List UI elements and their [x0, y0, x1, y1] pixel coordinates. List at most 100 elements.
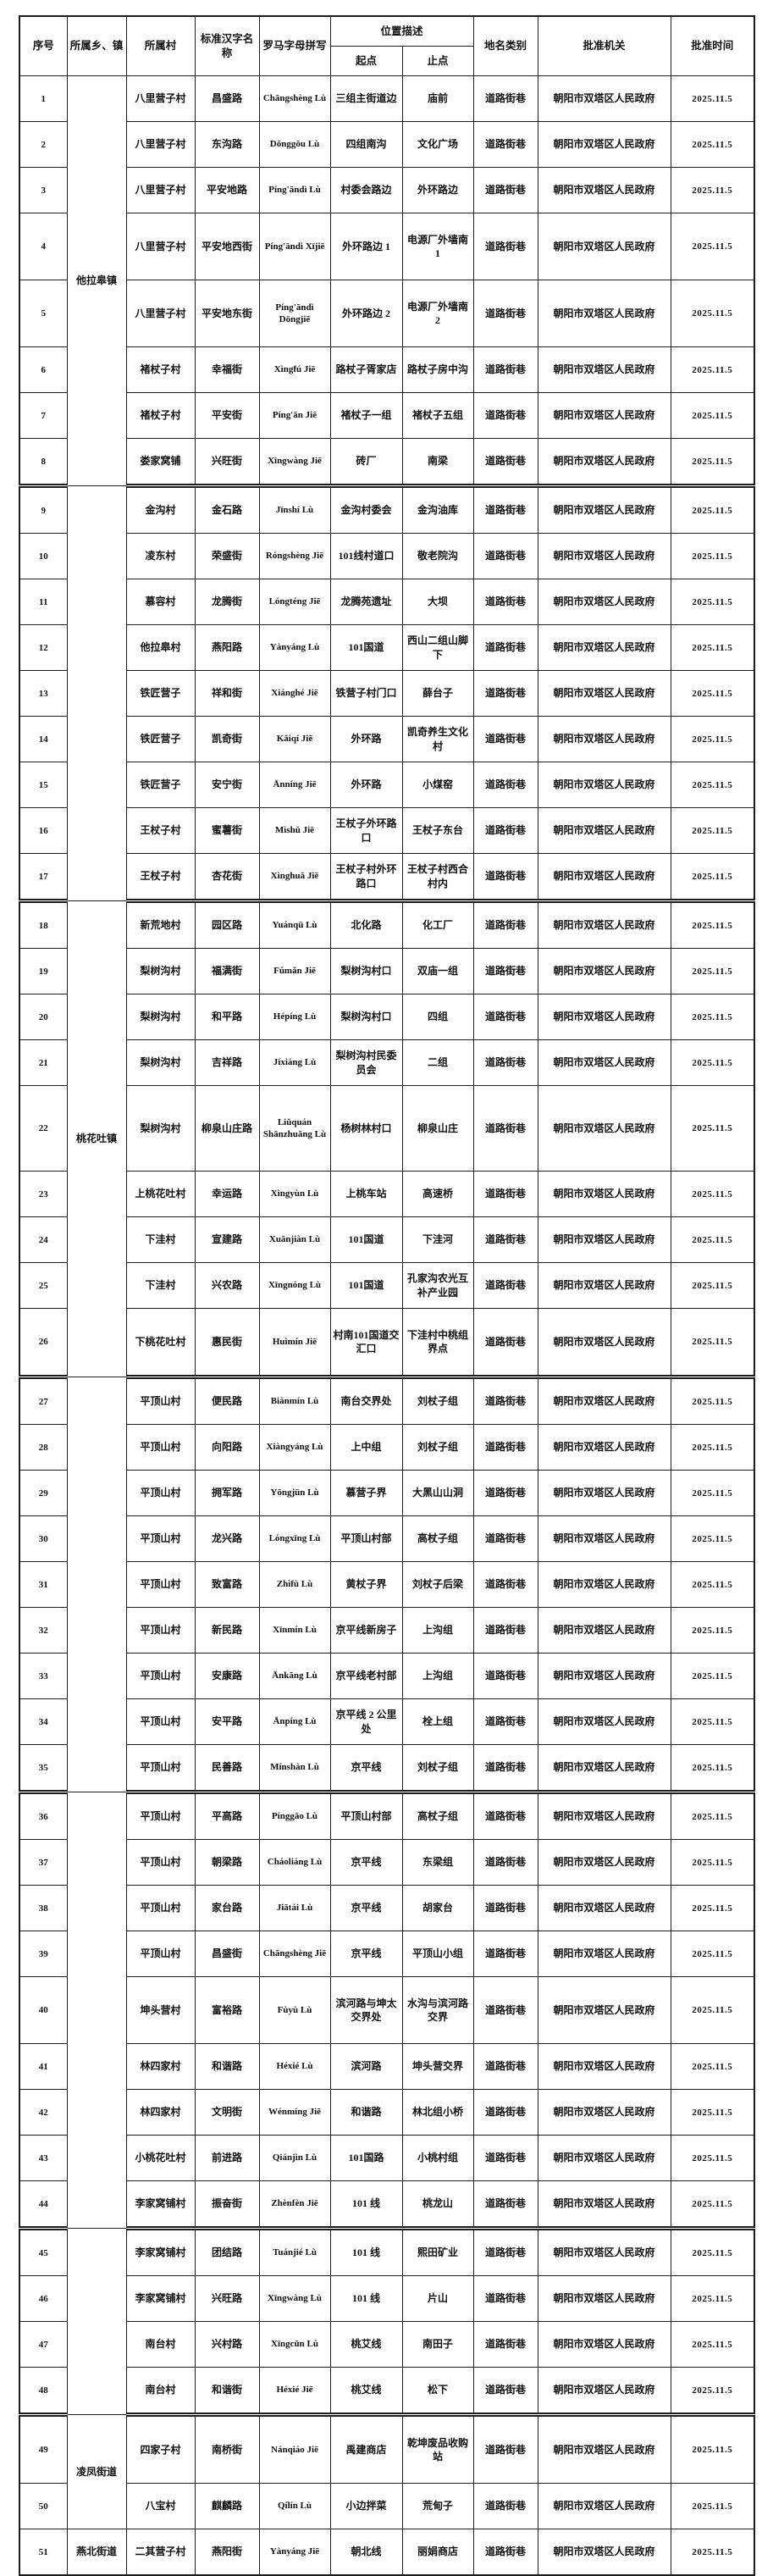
cell-date: 2025.11.5 [670, 533, 755, 579]
cell-category: 道路街巷 [472, 853, 538, 903]
cell-start: 和谐路 [329, 2089, 403, 2136]
cell-pinyin: Fúmǎn Jiē [258, 948, 331, 994]
cell-pinyin: Jiātái Lù [258, 1885, 331, 1931]
cell-date: 2025.11.5 [670, 392, 755, 439]
cell-start: 禹建商店 [329, 2414, 403, 2484]
cell-name: 吉祥路 [194, 1039, 260, 1086]
cell-no: 49 [19, 2414, 68, 2484]
cell-date: 2025.11.5 [670, 716, 755, 762]
cell-authority: 朝阳市双塔区人民政府 [537, 853, 671, 903]
cell-authority: 朝阳市双塔区人民政府 [537, 2529, 671, 2576]
cell-no: 30 [19, 1515, 68, 1562]
table-row: 25 下洼村 兴农路 Xīngnóng Lù 101国道 孔家沟农光互补产业园 道路街巷 朝阳… [19, 1262, 755, 1309]
cell-start: 101 线 [329, 2275, 403, 2322]
cell-no: 15 [19, 762, 68, 808]
cell-start: 黄杖子界 [329, 1561, 403, 1608]
table-row: 20 梨树沟村 和平路 Hépíng Lù 梨树沟村口 四组 道路街巷 朝阳市双塔区人民政府 2… [19, 994, 755, 1040]
cell-end: 薛台子 [401, 670, 474, 717]
table-row: 21 梨树沟村 吉祥路 Jíxiáng Lù 梨树沟村民委员会 二组 道路街巷 朝阳市双塔区人… [19, 1039, 755, 1086]
cell-category: 道路街巷 [472, 2483, 538, 2529]
cell-start: 101国道 [329, 1262, 403, 1309]
cell-start: 三组主街道边 [329, 75, 403, 122]
cell-name: 燕阳街 [194, 2529, 260, 2576]
cell-category: 道路街巷 [472, 2228, 538, 2276]
cell-pinyin: Fùyù Lù [258, 1976, 331, 2044]
cell-end: 外环路边 [401, 167, 474, 213]
table-row: 36 平顶山村 平高路 Pínggāo Lù 平顶山村部 高杖子组 道路街巷 朝阳市双塔区人民… [19, 1792, 755, 2229]
cell-start: 梨树沟村口 [329, 948, 403, 994]
cell-pinyin: Yànyáng Lù [258, 624, 331, 671]
cell-village: 下洼村 [125, 1216, 196, 1263]
cell-no: 36 [19, 1792, 68, 1840]
cell-end: 小煤窑 [401, 762, 474, 808]
cell-no: 5 [19, 280, 68, 347]
cell-pinyin: Lóngxīng Lù [258, 1515, 331, 1562]
cell-authority: 朝阳市双塔区人民政府 [537, 1931, 671, 1977]
cell-date: 2025.11.5 [670, 2180, 755, 2230]
cell-no: 39 [19, 1931, 68, 1977]
cell-end: 片山 [401, 2275, 474, 2322]
cell-category: 道路街巷 [472, 346, 538, 393]
cell-pinyin: Zhènfèn Jiē [258, 2180, 331, 2230]
cell-no: 20 [19, 994, 68, 1040]
cell-name: 和谐路 [194, 2043, 260, 2090]
cell-village: 铁匠营子 [125, 670, 196, 717]
cell-no: 24 [19, 1216, 68, 1263]
cell-date: 2025.11.5 [670, 1470, 755, 1516]
cell-start: 梨树沟村民委员会 [329, 1039, 403, 1086]
cell-village: 凌东村 [125, 533, 196, 579]
table-row: 22 梨树沟村 柳泉山庄路 Liǔquán Shānzhuāng Lù 杨树林村口 柳泉山… [19, 1085, 755, 1172]
cell-category: 道路街巷 [472, 2321, 538, 2368]
cell-category: 道路街巷 [472, 1885, 538, 1931]
cell-pinyin: Xīngwàng Jiē [258, 438, 331, 488]
cell-no: 34 [19, 1698, 68, 1745]
cell-start: 梨树沟村口 [329, 994, 403, 1040]
cell-pinyin: Xīngwàng Lù [258, 2275, 331, 2322]
cell-category: 道路街巷 [472, 2529, 538, 2576]
cell-name: 新民路 [194, 1607, 260, 1654]
cell-authority: 朝阳市双塔区人民政府 [537, 1039, 671, 1086]
cell-village: 二其营子村 [125, 2529, 196, 2576]
cell-authority: 朝阳市双塔区人民政府 [537, 1792, 671, 1840]
cell-name: 柳泉山庄路 [194, 1085, 260, 1172]
cell-authority: 朝阳市双塔区人民政府 [537, 716, 671, 762]
cell-name: 向阳路 [194, 1424, 260, 1471]
cell-pinyin: Biànmín Lù [258, 1377, 331, 1425]
table-row: 18 桃花吐镇 新荒地村 园区路 Yuánqū Lù 北化路 化工厂 道路街巷 朝阳市双塔区人民… [19, 900, 755, 1377]
cell-township: 桃花吐镇 [66, 900, 127, 1377]
cell-name: 龙兴路 [194, 1515, 260, 1562]
cell-pinyin: Kǎiqí Jiē [258, 716, 331, 762]
cell-name: 幸运路 [194, 1171, 260, 1217]
cell-start: 杨树林村口 [329, 1085, 403, 1172]
cell-village: 平顶山村 [125, 1698, 196, 1745]
cell-authority: 朝阳市双塔区人民政府 [537, 75, 671, 122]
cell-name: 平安街 [194, 392, 260, 439]
cell-end: 电源厂外墙南 1 [401, 213, 474, 280]
cell-pinyin: Píng'āndì Xījiē [258, 213, 331, 280]
cell-no: 27 [19, 1377, 68, 1425]
cell-authority: 朝阳市双塔区人民政府 [537, 948, 671, 994]
cell-date: 2025.11.5 [670, 2135, 755, 2181]
cell-pinyin: Píng'ān Jiē [258, 392, 331, 439]
cell-name: 惠民街 [194, 1308, 260, 1379]
cell-date: 2025.11.5 [670, 213, 755, 280]
header-authority: 批准机关 [537, 15, 671, 76]
cell-end: 上沟组 [401, 1607, 474, 1654]
cell-township [66, 1792, 127, 2229]
cell-name: 致富路 [194, 1561, 260, 1608]
cell-start: 王杖子外环路口 [329, 807, 403, 854]
cell-start: 京平线新房子 [329, 1607, 403, 1654]
cell-category: 道路街巷 [472, 1698, 538, 1745]
cell-start: 外环路 [329, 762, 403, 808]
cell-end: 东梁组 [401, 1839, 474, 1886]
cell-end: 文化广场 [401, 121, 474, 168]
cell-start: 铁营子村门口 [329, 670, 403, 717]
cell-end: 松下 [401, 2367, 474, 2417]
cell-date: 2025.11.5 [670, 853, 755, 903]
cell-pinyin: Huìmín Jiē [258, 1308, 331, 1379]
cell-pinyin: Hépíng Lù [258, 994, 331, 1040]
cell-village: 八里营子村 [125, 280, 196, 347]
cell-name: 东沟路 [194, 121, 260, 168]
cell-end: 高杖子组 [401, 1515, 474, 1562]
cell-pinyin: Xīngnóng Lù [258, 1262, 331, 1309]
